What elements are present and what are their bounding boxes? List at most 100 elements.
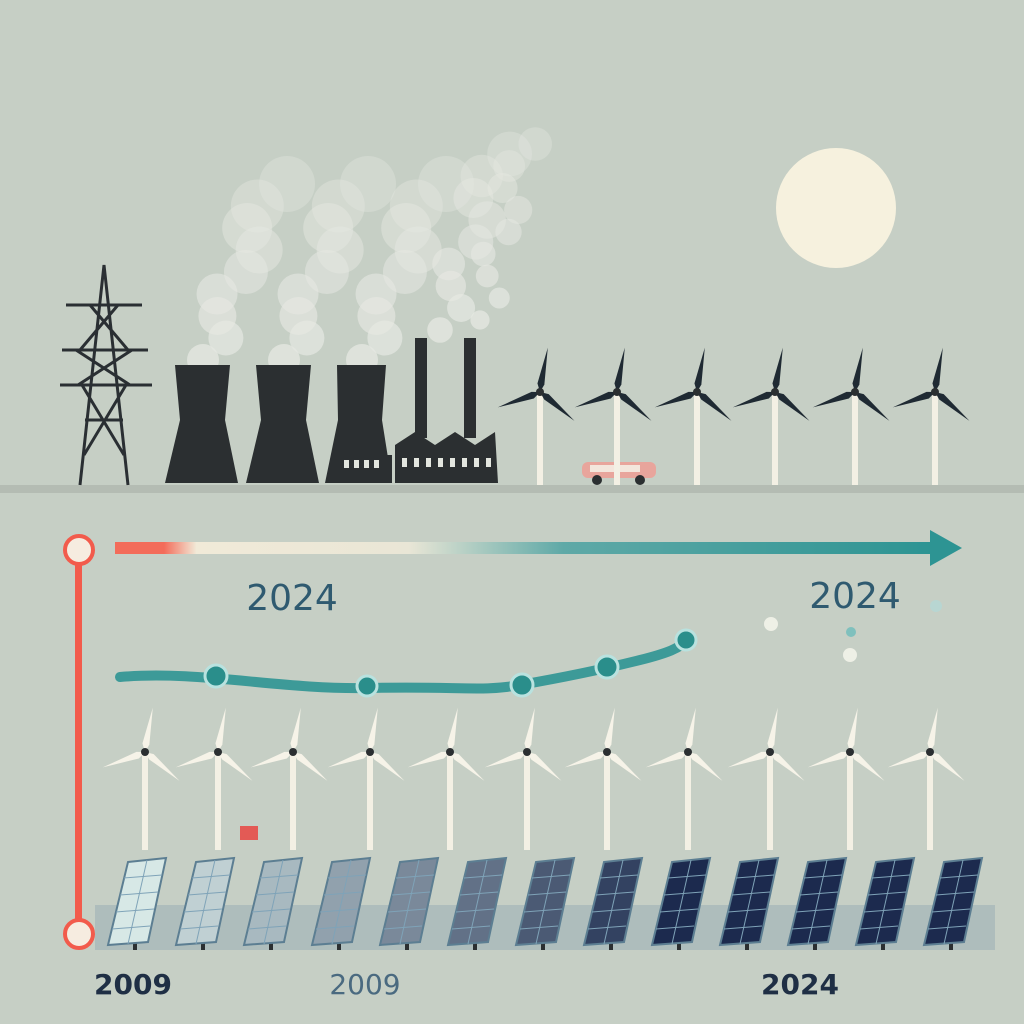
turbine-blade — [847, 707, 858, 752]
panel-grid — [195, 859, 216, 945]
panel-grid — [659, 908, 699, 913]
panel-grid — [127, 859, 148, 945]
turbine-blade — [145, 752, 180, 781]
smoke-puff — [475, 264, 499, 288]
label: 2024 — [246, 578, 338, 619]
panel-grid — [115, 908, 155, 913]
turbine-blade — [727, 751, 770, 768]
turbine-blade — [770, 752, 805, 781]
smoke-puff — [487, 173, 518, 203]
panel-grid — [655, 925, 695, 930]
panel-grid — [603, 859, 624, 945]
turbine-blade — [290, 707, 301, 752]
smoke-puff — [355, 273, 397, 315]
turbine-blade — [654, 391, 697, 408]
turbine-blade — [175, 751, 218, 768]
factory-windows — [344, 458, 491, 468]
vertical-timeline — [75, 552, 82, 932]
panel-grid — [383, 925, 423, 930]
panel-grid — [523, 908, 563, 913]
turbine-tower — [367, 752, 373, 850]
turbine-blade — [447, 707, 458, 752]
turbine-blade — [484, 751, 527, 768]
smoke-puff — [495, 218, 522, 246]
smoke-puff — [470, 310, 490, 330]
turbine-tower — [537, 392, 543, 485]
turbine-blade — [407, 751, 450, 768]
smoke-puff — [447, 294, 476, 322]
turbine-hub — [931, 388, 939, 396]
turbine-tower — [290, 752, 296, 850]
turbine-hub — [289, 748, 297, 756]
turbine-tower — [927, 752, 933, 850]
turbine-hub — [613, 388, 621, 396]
smoke-puff — [470, 241, 496, 267]
turbine-blade — [293, 752, 328, 781]
turbine-blade — [935, 392, 970, 421]
smoke-puff — [427, 317, 453, 343]
panel-grid — [859, 925, 899, 930]
turbine-hub — [603, 748, 611, 756]
timeline-end — [63, 918, 95, 950]
panel-grid — [723, 925, 763, 930]
turbine-hub — [366, 748, 374, 756]
smoke — [187, 127, 553, 376]
turbine-tower — [685, 752, 691, 850]
turbine-tower — [772, 392, 778, 485]
timeline-start — [63, 534, 95, 566]
panel-grid — [791, 925, 831, 930]
smoke-puff — [316, 226, 364, 274]
turbine-blade — [327, 751, 370, 768]
smoke-puff — [389, 179, 443, 233]
smoke-puff — [196, 273, 238, 315]
panel-grid — [111, 925, 151, 930]
turbine-blade — [812, 391, 855, 408]
solar-panel — [242, 856, 304, 947]
panel-grid — [183, 908, 223, 913]
solar-panel — [854, 856, 916, 947]
panel-grid — [535, 859, 556, 945]
turbine-blade — [930, 752, 965, 781]
smoke-puff — [381, 203, 432, 253]
turbine-tower — [604, 752, 610, 850]
smoke-puff — [230, 179, 284, 233]
turbine-tower — [142, 752, 148, 850]
panel-grid — [795, 908, 835, 913]
smoke-puff — [460, 154, 503, 198]
turbine-blade — [450, 752, 485, 781]
cooling-towers — [165, 365, 392, 483]
turbine-blade — [497, 391, 540, 408]
turbine-blade — [775, 392, 810, 421]
panel-grid — [519, 925, 559, 930]
panel-grid — [263, 859, 284, 945]
turbine-tower — [767, 752, 773, 850]
solar-panel — [378, 856, 440, 947]
panel-grid — [863, 908, 903, 913]
turbine-blade — [855, 392, 890, 421]
smoke-puff — [311, 179, 365, 233]
turbine-hub — [214, 748, 222, 756]
turbine-blade — [807, 751, 850, 768]
turbine-blade — [932, 347, 943, 392]
smoke-puff — [453, 178, 494, 218]
turbine-blade — [852, 347, 863, 392]
turbine-blade — [564, 751, 607, 768]
panel-grid — [251, 908, 291, 913]
turbine-hub — [851, 388, 859, 396]
panel-grid — [671, 859, 692, 945]
smoke-puff — [340, 156, 397, 212]
turbine-blade — [142, 707, 153, 752]
panel-grid — [399, 859, 420, 945]
turbine-hub — [523, 748, 531, 756]
turbine-blade — [524, 707, 535, 752]
turbine-blade — [218, 752, 253, 781]
panel-grid — [247, 925, 287, 930]
turbine-hub — [684, 748, 692, 756]
smoke-puff — [504, 195, 533, 225]
panel-grid — [455, 908, 495, 913]
turbine-blade — [367, 707, 378, 752]
panel-grid — [451, 925, 491, 930]
pylon — [60, 264, 152, 486]
small-marker — [240, 826, 258, 840]
